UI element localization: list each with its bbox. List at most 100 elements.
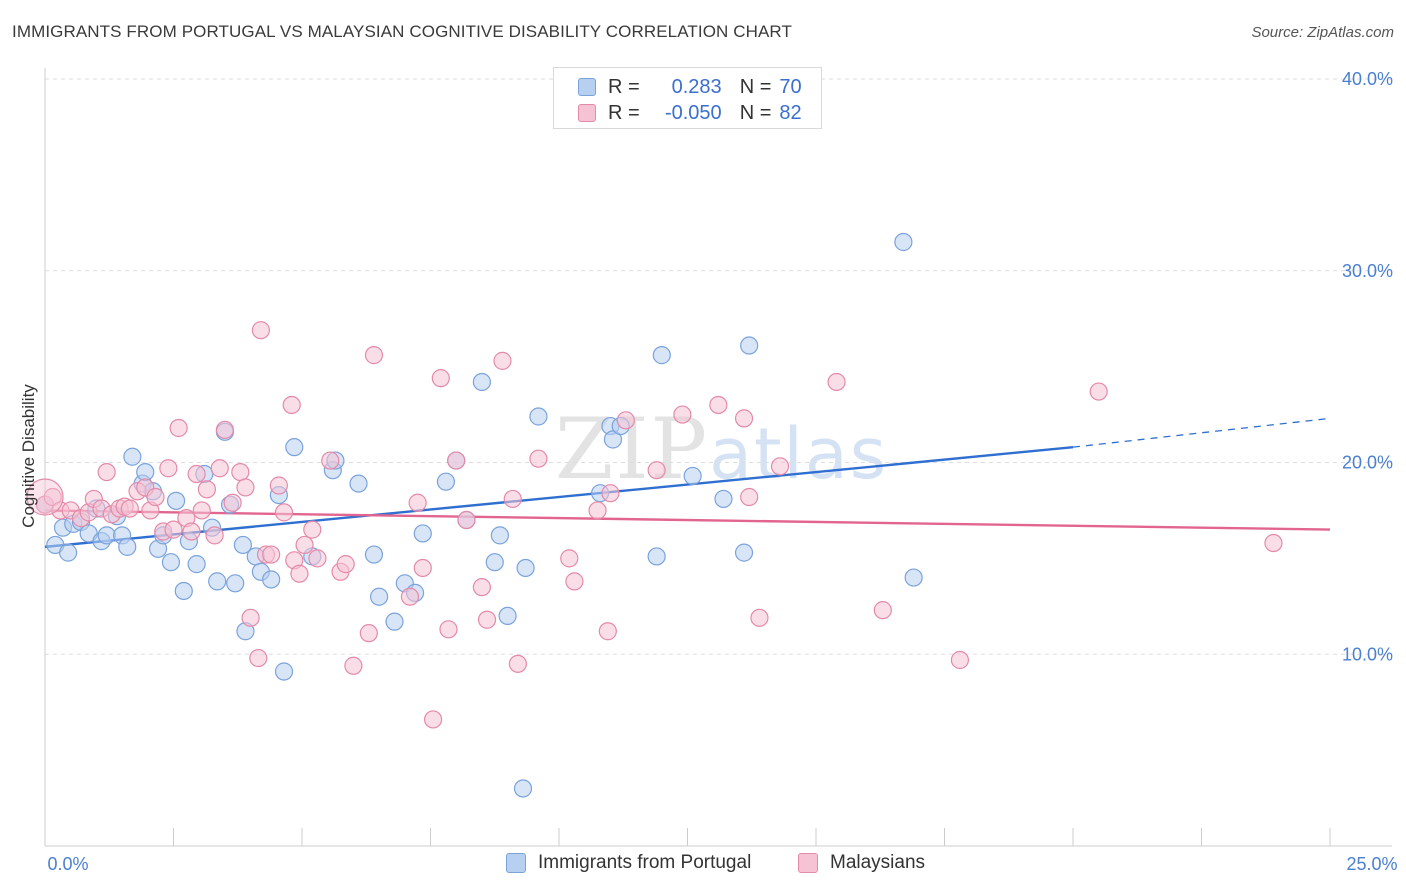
portugal-point[interactable] bbox=[59, 543, 78, 562]
malaysians-point[interactable] bbox=[164, 520, 183, 539]
portugal-point[interactable] bbox=[233, 535, 252, 555]
malaysians-point[interactable] bbox=[472, 578, 491, 597]
malaysians-point[interactable] bbox=[344, 656, 363, 675]
portugal-point[interactable] bbox=[904, 568, 923, 587]
malaysians-point[interactable] bbox=[359, 624, 378, 643]
malaysians-point[interactable] bbox=[560, 549, 579, 568]
portugal-point[interactable] bbox=[208, 572, 227, 591]
portugal-point[interactable] bbox=[262, 570, 281, 589]
malaysians-point[interactable] bbox=[187, 464, 206, 484]
malaysians-point[interactable] bbox=[251, 321, 270, 340]
portugal-point[interactable] bbox=[652, 346, 671, 365]
malaysians-point[interactable] bbox=[508, 654, 527, 673]
portugal-point[interactable] bbox=[683, 466, 702, 486]
malaysians-point[interactable] bbox=[241, 608, 260, 627]
malaysians-point[interactable] bbox=[236, 478, 255, 497]
malaysians-point[interactable] bbox=[734, 409, 754, 428]
malaysians-point[interactable] bbox=[950, 650, 970, 670]
portugal-point[interactable] bbox=[490, 526, 509, 545]
portugal-point[interactable] bbox=[894, 232, 913, 252]
malaysians-point[interactable] bbox=[364, 346, 384, 365]
malaysians-point[interactable] bbox=[601, 484, 620, 503]
portugal-point[interactable] bbox=[370, 587, 389, 606]
portugal-point[interactable] bbox=[413, 524, 432, 543]
malaysians-point[interactable] bbox=[290, 564, 309, 583]
malaysians-point[interactable] bbox=[159, 459, 178, 478]
malaysians-point[interactable] bbox=[598, 622, 617, 641]
portugal-point[interactable] bbox=[97, 526, 116, 545]
portugal-point[interactable] bbox=[740, 336, 759, 355]
malaysians-point[interactable] bbox=[169, 418, 188, 438]
malaysians-point[interactable] bbox=[457, 510, 476, 530]
portugal-point[interactable] bbox=[436, 472, 456, 491]
malaysians-point[interactable] bbox=[827, 372, 846, 392]
malaysians-point[interactable] bbox=[439, 620, 458, 639]
legend-item-malaysians[interactable]: Malaysians bbox=[798, 852, 925, 874]
malaysians-point[interactable] bbox=[336, 555, 355, 574]
malaysians-point[interactable] bbox=[282, 395, 301, 415]
portugal-point[interactable] bbox=[472, 372, 491, 392]
malaysians-point[interactable] bbox=[413, 558, 432, 578]
malaysians-point[interactable] bbox=[308, 549, 327, 568]
malaysians-point[interactable] bbox=[231, 462, 250, 482]
malaysians-point[interactable] bbox=[146, 487, 165, 507]
malaysians-point[interactable] bbox=[303, 520, 322, 539]
portugal-point[interactable] bbox=[174, 581, 193, 601]
portugal-point[interactable] bbox=[529, 407, 548, 426]
portugal-point[interactable] bbox=[498, 606, 517, 626]
malaysians-point[interactable] bbox=[673, 405, 692, 424]
malaysians-point[interactable] bbox=[1264, 533, 1283, 553]
malaysians-point[interactable] bbox=[197, 480, 217, 499]
portugal-point[interactable] bbox=[516, 558, 535, 578]
portugal-point[interactable] bbox=[349, 474, 368, 493]
malaysians-point[interactable] bbox=[43, 487, 62, 507]
malaysians-point[interactable] bbox=[210, 459, 229, 478]
malaysians-point-large[interactable] bbox=[26, 478, 64, 516]
malaysians-point[interactable] bbox=[647, 461, 666, 480]
portugal-point[interactable] bbox=[647, 547, 666, 566]
malaysians-point[interactable] bbox=[477, 610, 497, 629]
malaysians-point[interactable] bbox=[740, 487, 759, 507]
portugal-point[interactable] bbox=[161, 553, 181, 572]
portugal-point[interactable] bbox=[364, 545, 384, 564]
malaysians-point[interactable] bbox=[223, 493, 242, 512]
malaysians-point[interactable] bbox=[205, 526, 224, 545]
malaysians-point[interactable] bbox=[873, 601, 892, 620]
portugal-point[interactable] bbox=[123, 447, 142, 466]
malaysians-point[interactable] bbox=[503, 489, 522, 509]
malaysians-point[interactable] bbox=[493, 351, 512, 370]
malaysians-point[interactable] bbox=[565, 572, 584, 591]
malaysians-point[interactable] bbox=[400, 587, 420, 606]
malaysians-point[interactable] bbox=[447, 451, 466, 470]
malaysians-point[interactable] bbox=[321, 451, 340, 470]
malaysians-point[interactable] bbox=[588, 501, 607, 520]
malaysians-point[interactable] bbox=[770, 457, 790, 476]
malaysians-point[interactable] bbox=[295, 535, 314, 555]
portugal-point[interactable] bbox=[226, 574, 245, 593]
malaysians-point[interactable] bbox=[262, 545, 281, 564]
malaysians-point[interactable] bbox=[269, 476, 288, 495]
malaysians-point[interactable] bbox=[423, 710, 443, 729]
portugal-point[interactable] bbox=[136, 462, 155, 482]
portugal-point[interactable] bbox=[734, 543, 754, 562]
malaysians-point[interactable] bbox=[529, 449, 548, 468]
malaysians-point[interactable] bbox=[709, 395, 728, 415]
malaysians-point[interactable] bbox=[192, 501, 211, 520]
malaysians-point[interactable] bbox=[120, 499, 139, 518]
portugal-point[interactable] bbox=[274, 662, 294, 681]
portugal-point[interactable] bbox=[513, 779, 533, 798]
malaysians-point[interactable] bbox=[408, 493, 427, 512]
malaysians-point[interactable] bbox=[249, 648, 268, 668]
malaysians-point[interactable] bbox=[1089, 382, 1108, 401]
malaysians-point[interactable] bbox=[431, 369, 450, 388]
malaysians-point[interactable] bbox=[97, 462, 116, 482]
portugal-point[interactable] bbox=[385, 612, 404, 631]
portugal-point[interactable] bbox=[714, 489, 733, 509]
portugal-point[interactable] bbox=[603, 430, 623, 449]
legend-item-portugal[interactable]: Immigrants from Portugal bbox=[506, 852, 751, 874]
malaysians-point[interactable] bbox=[616, 411, 635, 430]
malaysians-point[interactable] bbox=[750, 608, 769, 627]
portugal-point[interactable] bbox=[285, 438, 304, 457]
malaysians-point[interactable] bbox=[215, 420, 234, 440]
portugal-point[interactable] bbox=[166, 491, 186, 510]
